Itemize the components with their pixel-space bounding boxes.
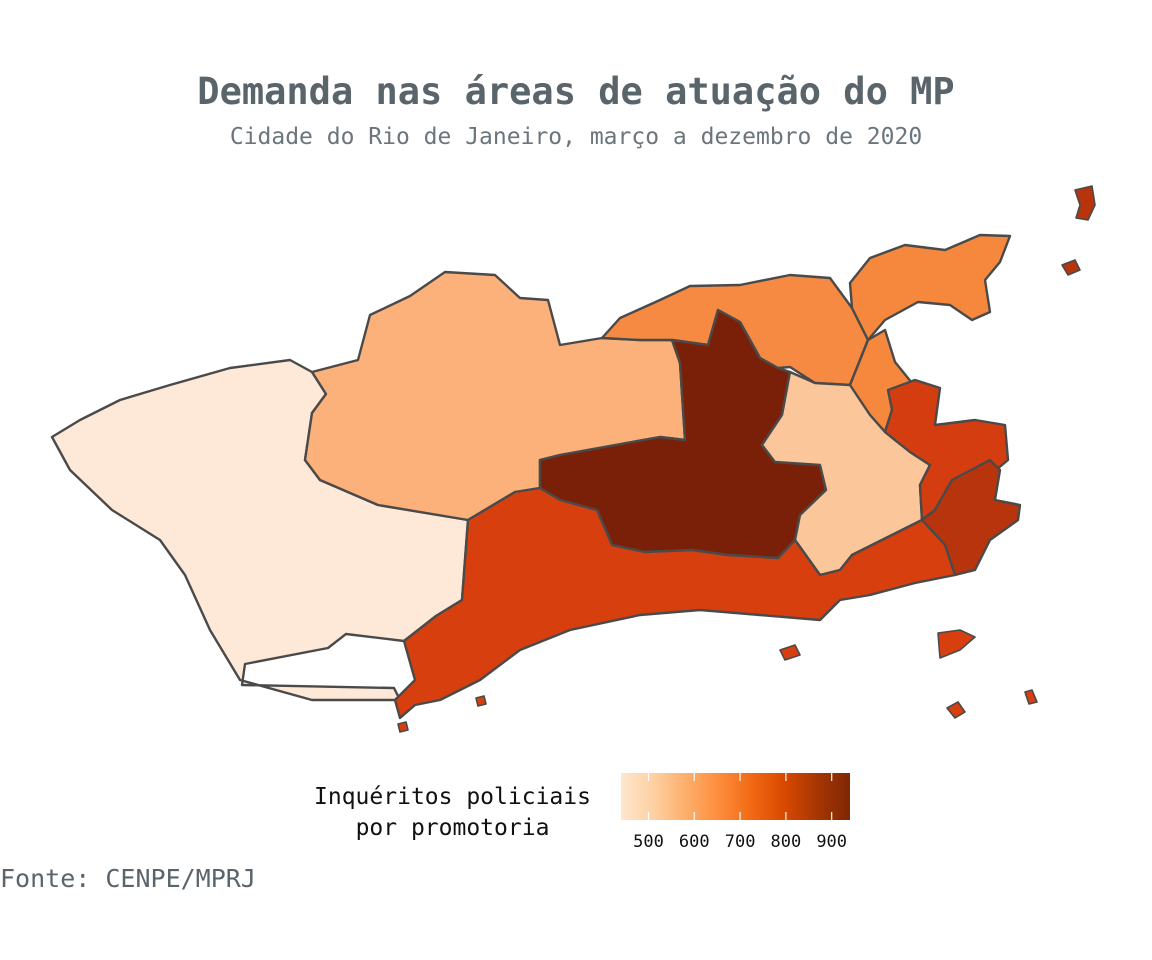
legend-title-line-2: por promotoria xyxy=(355,815,550,841)
choropleth-map xyxy=(50,185,1096,733)
north-east-region xyxy=(848,233,1012,342)
island-shape xyxy=(397,721,409,733)
legend-title-line-1: Inquéritos policiais xyxy=(314,784,591,810)
legend-color-bar xyxy=(621,773,850,820)
legend-tick-label: 700 xyxy=(724,832,756,852)
source-caption: Fonte: CENPE/MPRJ xyxy=(0,864,256,893)
barra-coast-region xyxy=(393,486,957,720)
legend-tick-labels: 500 600 700 800 900 xyxy=(621,832,850,854)
island-shape xyxy=(475,695,487,707)
legend-title: Inquéritos policiais por promotoria xyxy=(290,782,615,844)
island-shape xyxy=(1074,185,1096,221)
legend-tick-label: 500 xyxy=(633,832,664,852)
legend-tick-label: 800 xyxy=(770,832,802,852)
island-shape xyxy=(1061,259,1081,276)
map-title: Demanda nas áreas de atuação do MP xyxy=(197,70,955,113)
legend-tick-label: 600 xyxy=(678,832,710,852)
island-shape xyxy=(946,701,966,719)
map-subtitle: Cidade do Rio de Janeiro, março a dezemb… xyxy=(229,124,923,150)
island-shape xyxy=(937,629,976,659)
legend-tick-label: 900 xyxy=(816,832,848,852)
island-shape xyxy=(779,644,801,661)
island-shape xyxy=(1024,689,1038,705)
